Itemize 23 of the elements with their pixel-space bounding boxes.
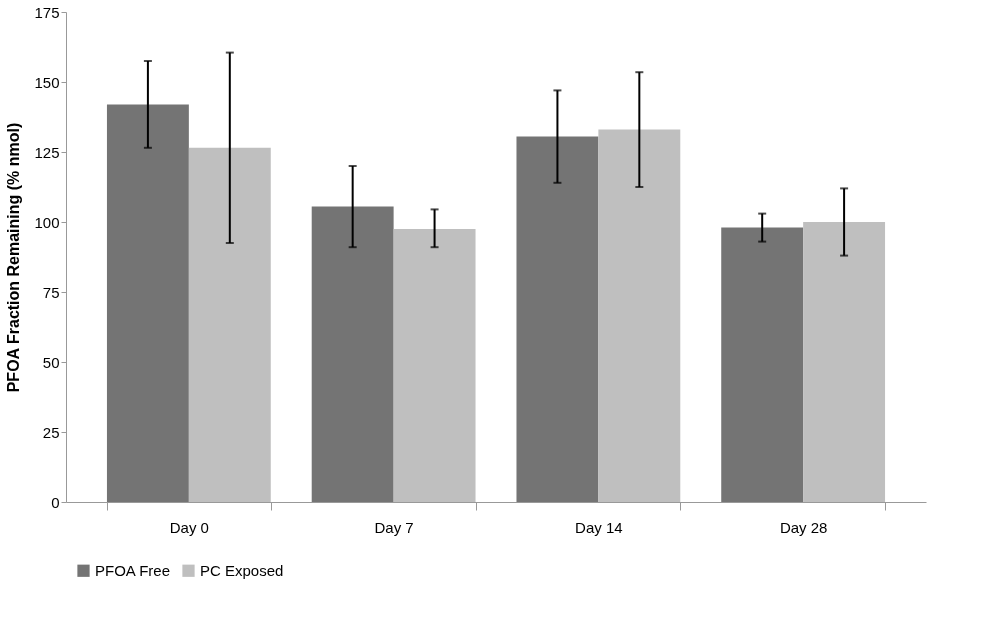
bar [393,229,476,502]
bar [311,206,394,502]
bar [598,129,681,502]
y-tick-label: 0 [51,493,60,511]
x-tick-label: Day 14 [575,518,623,536]
y-tick-label: 100 [34,213,60,231]
bar [721,227,804,502]
y-tick-label: 75 [42,283,60,301]
y-axis-title: PFOA Fraction Remaining (% nmol) [5,122,23,393]
bar [106,104,189,502]
legend-label: PC Exposed [200,561,284,579]
y-tick-label: 50 [42,353,60,371]
y-tick-label: 125 [34,143,60,161]
y-tick-label: 150 [34,73,60,91]
y-tick-label: 175 [34,3,60,21]
bar [516,136,599,502]
y-tick-label: 25 [42,423,60,441]
legend-label: PFOA Free [95,561,171,579]
x-tick-label: Day 28 [779,518,828,536]
bar [188,147,271,502]
x-tick-label: Day 0 [169,518,209,536]
bar [803,222,886,502]
x-tick-label: Day 7 [374,518,414,536]
